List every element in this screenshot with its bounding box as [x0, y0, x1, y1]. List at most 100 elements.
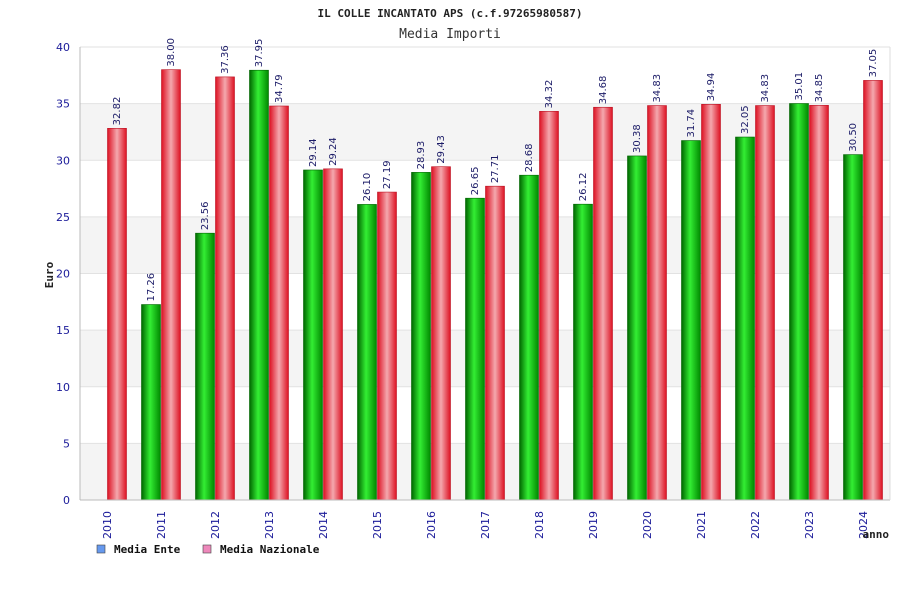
legend-swatch-media-nazionale — [202, 544, 212, 554]
y-tick-label: 15 — [56, 324, 70, 337]
bar-label-media-nazionale-2011: 38.00 — [166, 38, 177, 67]
bar-label-media-nazionale-2022: 34.83 — [760, 74, 771, 103]
plot-band — [80, 103, 890, 161]
bar-label-media-ente-2020: 30.38 — [632, 124, 643, 153]
bar-media-nazionale-2020 — [647, 105, 667, 501]
bar-media-nazionale-2022 — [755, 105, 775, 501]
bar-label-media-nazionale-2013: 34.79 — [274, 74, 285, 103]
x-tick-label-2016: 2016 — [425, 511, 438, 539]
bar-media-ente-2014 — [303, 169, 323, 501]
bar-media-nazionale-2015 — [377, 191, 397, 501]
bars — [107, 69, 883, 501]
bar-label-media-nazionale-2023: 34.85 — [814, 74, 825, 103]
y-tick-label: 0 — [63, 494, 70, 507]
bar-label-media-nazionale-2010: 32.82 — [112, 97, 123, 126]
y-tick-label: 30 — [56, 154, 70, 167]
x-tick-label-2015: 2015 — [371, 511, 384, 539]
bar-media-ente-2016 — [411, 172, 431, 501]
bar-media-ente-2018 — [519, 174, 539, 501]
bar-label-media-ente-2023: 35.01 — [794, 72, 805, 101]
x-tick-label-2010: 2010 — [101, 511, 114, 539]
axes — [79, 47, 891, 501]
bar-media-ente-2013 — [249, 69, 269, 501]
chart-title: IL COLLE INCANTATO APS (c.f.97265980587) — [318, 7, 583, 20]
plot-band — [80, 386, 890, 444]
bar-media-nazionale-2024 — [863, 80, 883, 501]
bar-label-media-ente-2022: 32.05 — [740, 105, 751, 134]
legend: Media Ente Media Nazionale — [96, 543, 320, 556]
legend-swatch-media-ente — [96, 544, 106, 554]
x-tick-label-2013: 2013 — [263, 511, 276, 539]
bar-label-media-nazionale-2016: 29.43 — [436, 135, 447, 164]
x-tick-label-2020: 2020 — [641, 511, 654, 539]
bar-media-nazionale-2017 — [485, 185, 505, 501]
bar-label-media-nazionale-2019: 34.68 — [598, 76, 609, 105]
bar-label-media-ente-2024: 30.50 — [848, 123, 859, 152]
y-axis-label: Euro — [43, 261, 56, 288]
x-tick-label-2014: 2014 — [317, 511, 330, 539]
x-tick-label-2012: 2012 — [209, 511, 222, 539]
bar-media-nazionale-2013 — [269, 105, 289, 501]
bar-label-media-ente-2017: 26.65 — [470, 167, 481, 196]
bar-media-ente-2023 — [789, 103, 809, 501]
bar-labels: 32.82 17.26 38.00 23.56 37.36 37.95 34.79 29.14… — [112, 38, 879, 302]
bar-label-media-ente-2013: 37.95 — [254, 39, 265, 68]
bar-media-ente-2020 — [627, 155, 647, 501]
x-tick-label-2021: 2021 — [695, 511, 708, 539]
bar-label-media-nazionale-2017: 27.71 — [490, 155, 501, 184]
plot-band — [80, 443, 890, 500]
bar-label-media-nazionale-2020: 34.83 — [652, 74, 663, 103]
x-axis-label: anno — [863, 528, 890, 541]
plot-band — [80, 330, 890, 387]
x-tick-labels: 2010 2011 2012 2013 2014 2015 2016 2017 2018 2019… — [101, 511, 870, 539]
bar-media-nazionale-2023 — [809, 105, 829, 501]
bar-label-media-ente-2011: 17.26 — [146, 273, 157, 302]
plot-band — [80, 160, 890, 217]
bar-label-media-nazionale-2024: 37.05 — [868, 49, 879, 78]
y-tick-label: 20 — [56, 268, 70, 281]
y-tick-labels: 0 5 10 15 20 25 30 35 40 — [56, 41, 70, 507]
bar-media-ente-2022 — [735, 136, 755, 501]
x-tick-label-2019: 2019 — [587, 511, 600, 539]
bar-media-nazionale-2016 — [431, 166, 451, 501]
y-tick-label: 35 — [56, 98, 70, 111]
bar-media-nazionale-2012 — [215, 76, 235, 501]
plot-background — [80, 47, 890, 500]
legend-label-media-ente: Media Ente — [114, 543, 181, 556]
bar-media-ente-2012 — [195, 232, 215, 501]
bar-media-nazionale-2010 — [107, 128, 127, 501]
plot-band — [80, 47, 890, 104]
plot-band — [80, 273, 890, 331]
bar-media-ente-2011 — [141, 304, 161, 501]
x-tick-label-2017: 2017 — [479, 511, 492, 539]
bar-label-media-ente-2021: 31.74 — [686, 109, 697, 138]
y-tick-label: 10 — [56, 381, 70, 394]
bar-label-media-ente-2014: 29.14 — [308, 138, 319, 167]
bar-label-media-nazionale-2018: 34.32 — [544, 80, 555, 109]
bar-media-nazionale-2019 — [593, 106, 613, 501]
bar-media-ente-2019 — [573, 203, 593, 501]
x-tick-label-2022: 2022 — [749, 511, 762, 539]
bar-media-ente-2015 — [357, 204, 377, 501]
bar-label-media-ente-2015: 26.10 — [362, 173, 373, 202]
x-tick-label-2011: 2011 — [155, 511, 168, 539]
bar-label-media-ente-2016: 28.93 — [416, 141, 427, 170]
bar-media-nazionale-2018 — [539, 111, 559, 501]
bar-label-media-nazionale-2012: 37.36 — [220, 45, 231, 74]
bar-media-nazionale-2021 — [701, 104, 721, 501]
legend-label-media-nazionale: Media Nazionale — [220, 543, 320, 556]
y-tick-label: 25 — [56, 211, 70, 224]
bar-media-nazionale-2014 — [323, 168, 343, 501]
y-tick-label: 40 — [56, 41, 70, 54]
x-tick-label-2023: 2023 — [803, 511, 816, 539]
bar-label-media-ente-2018: 28.68 — [524, 144, 535, 173]
bar-label-media-ente-2019: 26.12 — [578, 173, 589, 202]
bar-label-media-nazionale-2015: 27.19 — [382, 160, 393, 189]
bar-label-media-nazionale-2021: 34.94 — [706, 73, 717, 102]
x-tick-label-2018: 2018 — [533, 511, 546, 539]
y-tick-label: 5 — [63, 437, 70, 450]
x-tick-label-2024: 2024 — [857, 511, 870, 539]
bar-media-ente-2024 — [843, 154, 863, 501]
bar-label-media-nazionale-2014: 29.24 — [328, 137, 339, 166]
